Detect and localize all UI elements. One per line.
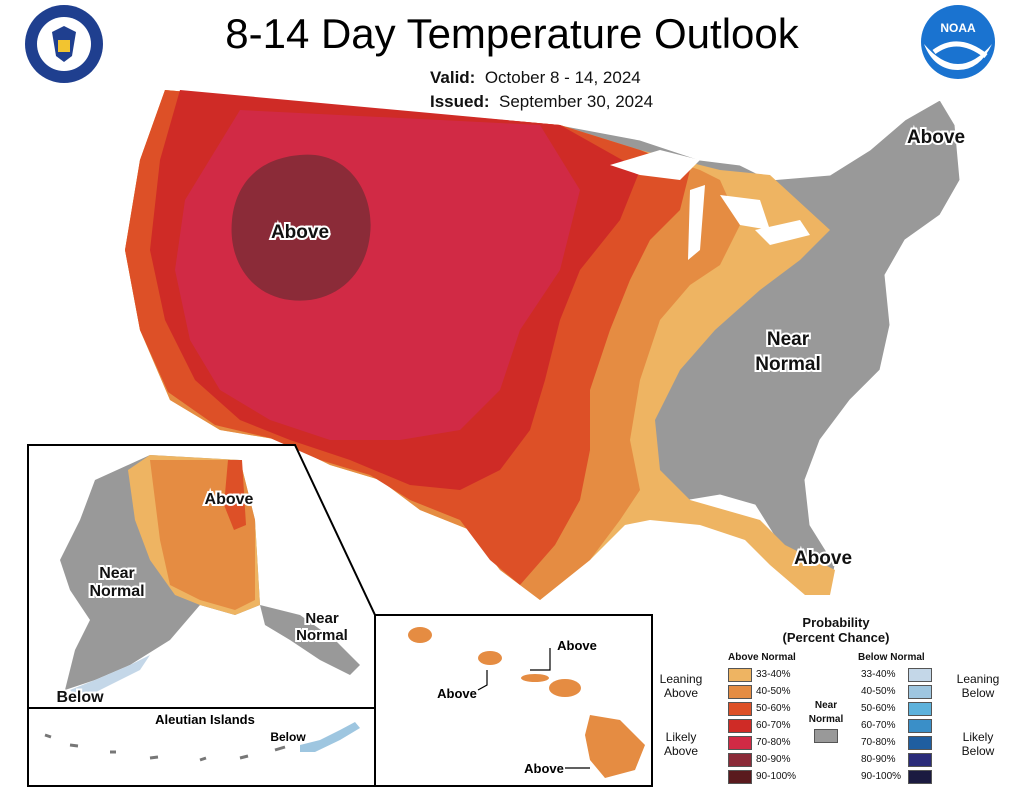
valid-value: October 8 - 14, 2024 <box>484 68 641 87</box>
hawaii-above-label-1: Above <box>557 638 597 653</box>
noaa-logo-icon: NOAA <box>921 5 995 79</box>
below-normal-swatch <box>908 770 932 784</box>
above-normal-swatch <box>728 685 752 699</box>
hawaii-above-label-2: Above <box>437 686 477 701</box>
likely-above-label-1: Likely <box>665 730 697 744</box>
below-normal-swatch <box>908 719 932 733</box>
legend-title-2: (Percent Chance) <box>782 630 890 645</box>
map-title: 8-14 Day Temperature Outlook <box>225 10 799 57</box>
conus-above-80-90-region <box>231 154 371 301</box>
above-normal-swatch <box>728 753 752 767</box>
below-normal-swatch <box>908 753 932 767</box>
aleutian-islands-west <box>44 733 286 762</box>
above-normal-swatch <box>728 668 752 682</box>
leaning-below-label-2: Below <box>961 686 995 700</box>
leaning-above-label-2: Above <box>663 686 699 700</box>
above-normal-range-label: 40-50% <box>756 686 791 697</box>
above-normal-range-label: 90-100% <box>756 771 797 782</box>
hawaii-above-label-3: Above <box>524 761 564 776</box>
above-normal-swatch <box>728 770 752 784</box>
leaning-above-label: Leaning Above <box>656 672 706 700</box>
department-of-commerce-seal-icon <box>25 5 103 83</box>
likely-below-label-1: Likely <box>962 730 994 744</box>
legend-below-header: Below Normal <box>858 652 925 663</box>
above-normal-swatch <box>728 719 752 733</box>
issued-value: September 30, 2024 <box>498 92 654 111</box>
near-normal-label-1: Near <box>814 700 838 711</box>
near-normal-swatch <box>814 729 838 743</box>
conus-above-west-label: Above <box>271 222 329 243</box>
above-normal-range-label: 33-40% <box>756 669 791 680</box>
alaska-southeast-near-label-1: Near <box>305 610 339 627</box>
likely-above-label: Likely Above <box>656 730 706 758</box>
likely-below-label-2: Below <box>961 744 995 758</box>
aleutian-islands-shape <box>300 722 360 752</box>
below-normal-range-label: 40-50% <box>861 686 896 697</box>
conus-above-florida-label: Above <box>794 548 852 569</box>
below-normal-range-label: 90-100% <box>861 771 902 782</box>
above-normal-range-label: 80-90% <box>756 754 791 765</box>
below-normal-swatch <box>908 685 932 699</box>
above-normal-range-label: 60-70% <box>756 720 791 731</box>
alaska-below-label: Below <box>56 689 104 706</box>
alaska-near-label-2: Normal <box>89 583 144 600</box>
aleutian-title: Aleutian Islands <box>155 712 255 727</box>
below-normal-swatch <box>908 702 932 716</box>
above-normal-swatch <box>728 702 752 716</box>
alaska-above-label: Above <box>205 491 254 508</box>
above-normal-range-label: 50-60% <box>756 703 791 714</box>
conus-near-normal-label-1: Near <box>767 329 810 350</box>
hawaii-oahu <box>478 651 502 665</box>
alaska-below-region <box>70 655 150 700</box>
alaska-above-50-60-region <box>224 460 246 530</box>
above-normal-range-label: 70-80% <box>756 737 791 748</box>
conus-above-northeast-label: Above <box>907 127 965 148</box>
hawaii-maui <box>549 679 581 697</box>
issued-label: Issued: <box>430 92 490 111</box>
great-lakes <box>610 150 810 260</box>
legend-above-header: Above Normal <box>728 652 796 663</box>
below-normal-swatch <box>908 668 932 682</box>
issued-date: Issued: September 30, 2024 <box>430 92 653 112</box>
alaska-southeast-near-label-2: Normal <box>296 627 348 644</box>
likely-above-label-2: Above <box>663 744 699 758</box>
valid-dates: Valid: October 8 - 14, 2024 <box>430 68 641 88</box>
hawaii-leader-lines <box>477 648 590 769</box>
alaska-near-label-1: Near <box>99 565 135 582</box>
svg-text:NOAA: NOAA <box>940 21 976 35</box>
likely-below-label: Likely Below <box>948 730 1008 758</box>
valid-label: Valid: <box>430 68 476 87</box>
leaning-below-label-1: Leaning <box>956 672 1000 686</box>
leaning-below-label: Leaning Below <box>948 672 1008 700</box>
legend-title-1: Probability <box>802 615 870 630</box>
below-normal-range-label: 60-70% <box>861 720 896 731</box>
below-normal-range-label: 80-90% <box>861 754 896 765</box>
below-normal-swatch <box>908 736 932 750</box>
below-normal-range-label: 70-80% <box>861 737 896 748</box>
above-normal-swatch <box>728 736 752 750</box>
hawaii-molokai <box>521 674 549 682</box>
leaning-above-label-1: Leaning <box>659 672 703 686</box>
alaska-southeast-near-normal-region <box>260 605 360 675</box>
conus-near-normal-label-2: Normal <box>755 354 820 375</box>
below-normal-range-label: 50-60% <box>861 703 896 714</box>
aleutian-below-label: Below <box>270 730 306 744</box>
below-normal-range-label: 33-40% <box>861 669 896 680</box>
probability-legend: Probability (Percent Chance) Above Norma… <box>656 615 1016 785</box>
near-normal-label: Near Normal <box>806 699 846 727</box>
hawaii-kauai <box>408 627 432 643</box>
hawaii-big-island <box>585 715 645 778</box>
near-normal-label-2: Normal <box>808 714 844 725</box>
